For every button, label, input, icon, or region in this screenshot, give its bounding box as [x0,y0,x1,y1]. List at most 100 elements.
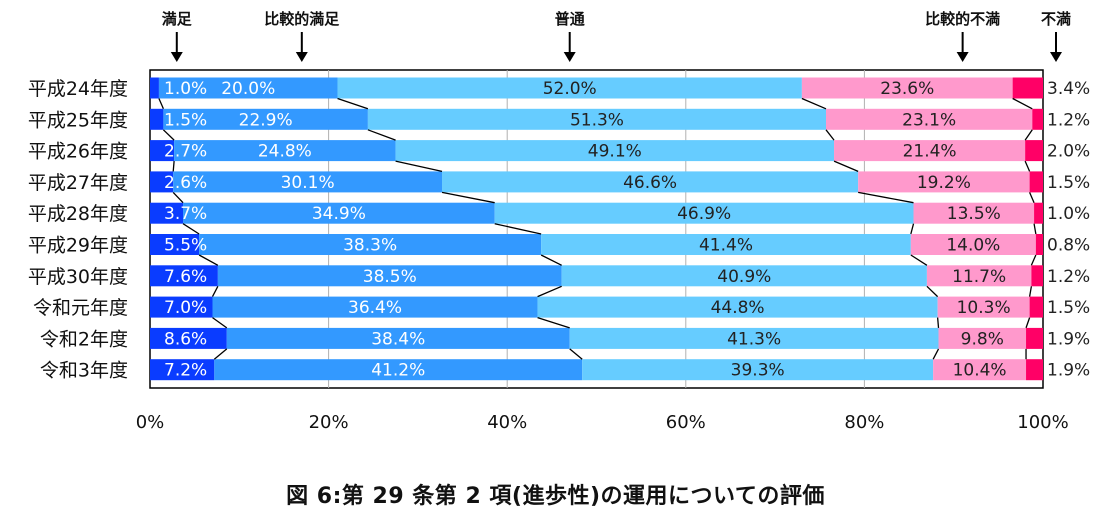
data-label: 1.5% [1047,173,1090,193]
bar-segment [938,327,1027,349]
bar-segment [926,265,1032,287]
data-label: 1.2% [1047,267,1090,287]
connector-line [198,254,219,266]
bar-segment [183,202,495,224]
data-label: 3.4% [1047,79,1090,99]
bar-segment [569,327,939,349]
connector-line [540,254,562,266]
bar-segment [163,108,368,130]
data-label: 38.3% [343,236,397,256]
data-label: 41.4% [699,236,753,256]
legend-label: 普通 [555,10,585,28]
connector-line [337,97,369,110]
bar-segment [214,359,583,381]
data-label: 34.9% [312,204,366,224]
connector-line [1029,192,1035,203]
data-label: 1.2% [1047,110,1090,130]
bar-segment [337,77,802,99]
connector-line [569,348,583,360]
data-label: 46.6% [623,173,677,193]
data-label: 39.3% [731,361,785,381]
legend-arrow-icon [295,52,308,62]
legend-label: 比較的不満 [925,10,1000,28]
data-label: 7.2% [164,361,207,381]
bar-segment [150,234,200,255]
bar-segment [212,296,538,318]
bar-segment [199,234,542,255]
data-label: 41.3% [727,329,781,349]
chart-caption: 図 6:第 29 条第 2 項(進歩性)の運用についての評価 [286,484,825,509]
data-label: 1.0% [164,79,207,99]
x-tick-label: 0% [136,412,165,433]
bar-segment [158,77,338,99]
data-label: 1.9% [1047,329,1090,349]
data-label: 38.4% [371,329,425,349]
data-label: 52.0% [543,79,597,99]
data-label: 22.9% [239,110,293,130]
legend-label: 満足 [162,10,193,28]
data-label: 2.7% [164,142,207,162]
legend-label: 比較的満足 [264,10,340,28]
data-label: 0.8% [1047,236,1090,256]
bar-segment [150,296,213,318]
bar-segment [1029,171,1043,193]
plot-frame [149,69,1044,389]
data-label: 9.8% [961,329,1004,349]
bar-segment [1026,327,1043,349]
data-label: 8.6% [164,329,207,349]
bar-segment [1029,296,1043,318]
stacked-bar-chart: 1.0% 20.0% 52.0% 23.6% 3.4% 1.5% 22.9% 51.3% 23.… [28,10,1090,433]
bar-segment [150,202,184,224]
bar-segment [913,202,1035,224]
bar-segment [561,265,927,287]
category-label: 平成26年度 [28,141,128,163]
data-label: 38.5% [363,267,417,287]
data-label: 36.4% [348,298,402,318]
connector-line [926,285,939,298]
data-label: 24.8% [258,142,312,162]
bar-segment [173,171,443,193]
bar-segment [1032,108,1043,130]
bar-segment [834,140,1026,162]
connector-line [910,254,928,266]
connector-line [936,317,940,328]
connector-line [1028,286,1033,297]
bar-segment [395,140,835,162]
data-label: 5.5% [164,236,207,256]
connector-line [537,285,562,298]
connector-line [858,191,914,204]
data-label: 10.3% [957,298,1011,318]
x-tick-label: 20% [309,412,349,433]
bar-segment [1025,140,1043,162]
data-label: 7.0% [164,298,207,318]
bar-segment [217,265,562,287]
x-tick-label: 100% [1017,412,1068,433]
legend-arrow-icon [563,52,576,62]
bar-segment [537,296,938,318]
bar-segment [582,359,934,381]
connector-line [172,191,184,204]
bar-segment [1034,202,1043,224]
x-tick-label: 60% [666,412,706,433]
data-label: 2.6% [164,173,207,193]
bar-segment [910,234,1036,255]
data-label: 3.7% [164,204,207,224]
data-label: 44.8% [711,298,765,318]
connector-line [833,160,859,172]
data-label: 40.9% [717,267,771,287]
bar-segment [150,108,164,130]
category-label: 令和3年度 [40,360,128,382]
bar-segment [150,265,218,287]
connector-line [825,129,835,141]
data-label: 1.9% [1047,361,1090,381]
data-label: 19.2% [917,173,971,193]
legend-arrow-icon [956,52,969,62]
connector-line [1012,97,1033,110]
connector-line [212,317,228,329]
connector-line [162,129,175,141]
data-label: 14.0% [946,236,1000,256]
connector-line [182,223,200,235]
data-label: 51.3% [570,110,624,130]
bar-segment [150,140,175,162]
data-label: 30.1% [281,173,335,193]
